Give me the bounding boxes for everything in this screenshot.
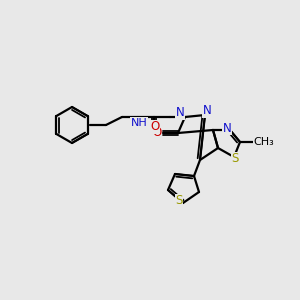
Text: O: O bbox=[152, 125, 162, 139]
Text: NH: NH bbox=[130, 118, 147, 128]
Text: CH₃: CH₃ bbox=[254, 137, 274, 147]
Text: S: S bbox=[231, 152, 239, 166]
Text: N: N bbox=[176, 106, 184, 119]
Text: N: N bbox=[223, 122, 231, 134]
Text: N: N bbox=[202, 104, 211, 118]
Text: O: O bbox=[150, 121, 160, 134]
Text: S: S bbox=[175, 194, 183, 208]
